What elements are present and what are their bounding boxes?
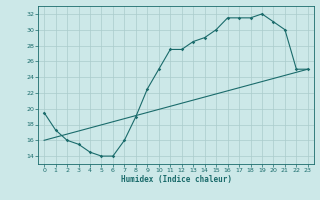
X-axis label: Humidex (Indice chaleur): Humidex (Indice chaleur) (121, 175, 231, 184)
